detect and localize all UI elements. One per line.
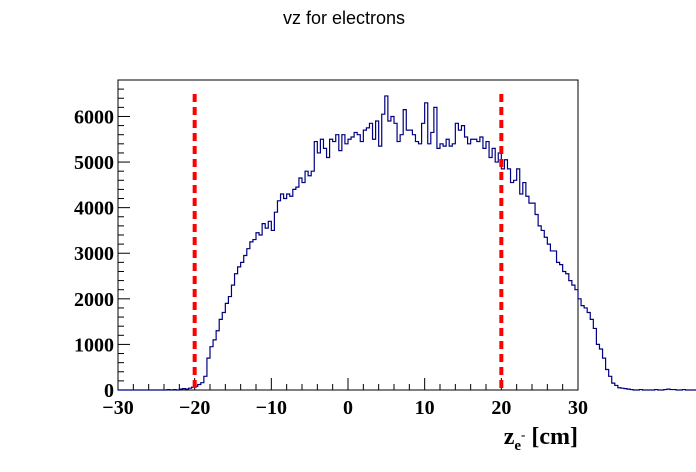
y-tick-label: 1000 [74, 334, 114, 356]
x-tick-label: 10 [415, 397, 435, 419]
x-axis-label-unit: [cm] [531, 424, 578, 450]
x-tick-label: 0 [343, 397, 353, 419]
x-tick-label: 30 [568, 397, 588, 419]
x-axis-label-subscript: e [514, 438, 521, 454]
plot-frame [117, 79, 579, 391]
y-tick-label: 3000 [74, 243, 114, 265]
x-axis-label-symbol: z [504, 424, 515, 450]
y-tick-label: 4000 [74, 198, 114, 220]
y-tick-label: 5000 [74, 152, 114, 174]
x-tick-label: −20 [179, 397, 210, 419]
x-axis-label: ze- [cm] [504, 424, 578, 454]
y-tick-labels: 0 1000 2000 3000 4000 5000 6000 [74, 106, 114, 402]
x-tick-labels: −30 −20 −10 0 10 20 30 [102, 397, 588, 419]
cut-lines [192, 94, 504, 390]
x-tick-label: −10 [256, 397, 287, 419]
y-tick-label: 6000 [74, 106, 114, 128]
y-tick-label: 2000 [74, 289, 114, 311]
x-tick-label: −30 [102, 397, 133, 419]
x-tick-label: 20 [491, 397, 511, 419]
x-axis-label-superscript: - [521, 427, 525, 442]
chart-title: vz for electrons [283, 8, 405, 28]
histogram-series [118, 95, 696, 391]
y-tick-label: 0 [104, 380, 114, 402]
axis-ticks [117, 79, 579, 391]
